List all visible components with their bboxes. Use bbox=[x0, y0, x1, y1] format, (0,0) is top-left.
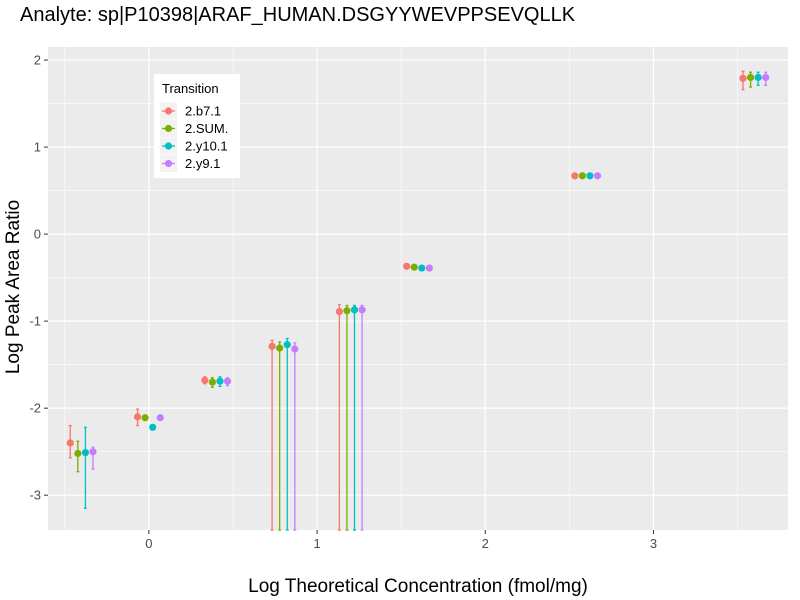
y-tick-label: -3 bbox=[29, 488, 41, 503]
data-point bbox=[149, 423, 157, 431]
data-point bbox=[208, 378, 216, 386]
data-points bbox=[66, 73, 770, 458]
data-point bbox=[268, 342, 276, 350]
legend-label: 2.b7.1 bbox=[185, 104, 221, 119]
data-point bbox=[410, 263, 418, 271]
data-point bbox=[276, 344, 284, 352]
x-tick-label: 0 bbox=[145, 536, 152, 551]
x-tick-label: 2 bbox=[482, 536, 489, 551]
data-point bbox=[578, 172, 586, 180]
x-tick-label: 1 bbox=[313, 536, 320, 551]
legend-key-point bbox=[164, 159, 173, 168]
data-point bbox=[418, 264, 426, 272]
data-point bbox=[223, 377, 232, 385]
legend-key-point bbox=[164, 107, 173, 115]
chart-title: Analyte: sp|P10398|ARAF_HUMAN.DSGYYWEVPP… bbox=[20, 4, 576, 26]
x-axis-label: Log Theoretical Concentration (fmol/mg) bbox=[248, 576, 588, 597]
y-tick-label: 0 bbox=[34, 227, 41, 242]
y-tick-label: 2 bbox=[34, 53, 41, 68]
data-point bbox=[343, 307, 351, 315]
data-point bbox=[66, 439, 74, 447]
data-point bbox=[571, 172, 579, 180]
data-point bbox=[335, 307, 343, 316]
y-tick-label: 1 bbox=[34, 140, 41, 155]
data-point bbox=[746, 73, 755, 82]
data-point bbox=[739, 74, 747, 82]
legend-key-point bbox=[164, 124, 173, 133]
data-point bbox=[216, 377, 224, 385]
legend-label: 2.y9.1 bbox=[185, 156, 220, 171]
legend-title: Transition bbox=[162, 81, 219, 96]
x-tick-label: 3 bbox=[650, 536, 657, 551]
data-point bbox=[754, 73, 762, 82]
data-point bbox=[141, 414, 149, 422]
data-point bbox=[403, 262, 411, 270]
legend-label: 2.y10.1 bbox=[185, 139, 228, 154]
y-tick-label: -1 bbox=[29, 314, 41, 329]
data-point bbox=[350, 306, 359, 314]
data-point bbox=[89, 448, 97, 456]
data-point bbox=[762, 73, 770, 82]
data-point bbox=[133, 413, 142, 421]
legend-label: 2.SUM. bbox=[185, 121, 228, 136]
data-point bbox=[74, 449, 82, 458]
grid-minor bbox=[48, 47, 788, 530]
y-tick-label: -2 bbox=[29, 401, 41, 416]
data-point bbox=[201, 376, 209, 384]
data-point bbox=[425, 264, 433, 272]
axis-ticks: 0 1 2 3 -3 -2 -1 0 1 2 bbox=[29, 53, 657, 551]
legend-key-point bbox=[164, 142, 173, 150]
data-point bbox=[156, 414, 164, 422]
data-point bbox=[81, 448, 90, 457]
data-point bbox=[358, 306, 366, 314]
legend: Transition 2.b7.1 2.SUM. 2.y10.1 2.y9.1 bbox=[154, 74, 240, 178]
data-point bbox=[291, 345, 299, 353]
data-point bbox=[586, 172, 594, 180]
data-point bbox=[283, 341, 291, 349]
data-point bbox=[593, 172, 602, 180]
